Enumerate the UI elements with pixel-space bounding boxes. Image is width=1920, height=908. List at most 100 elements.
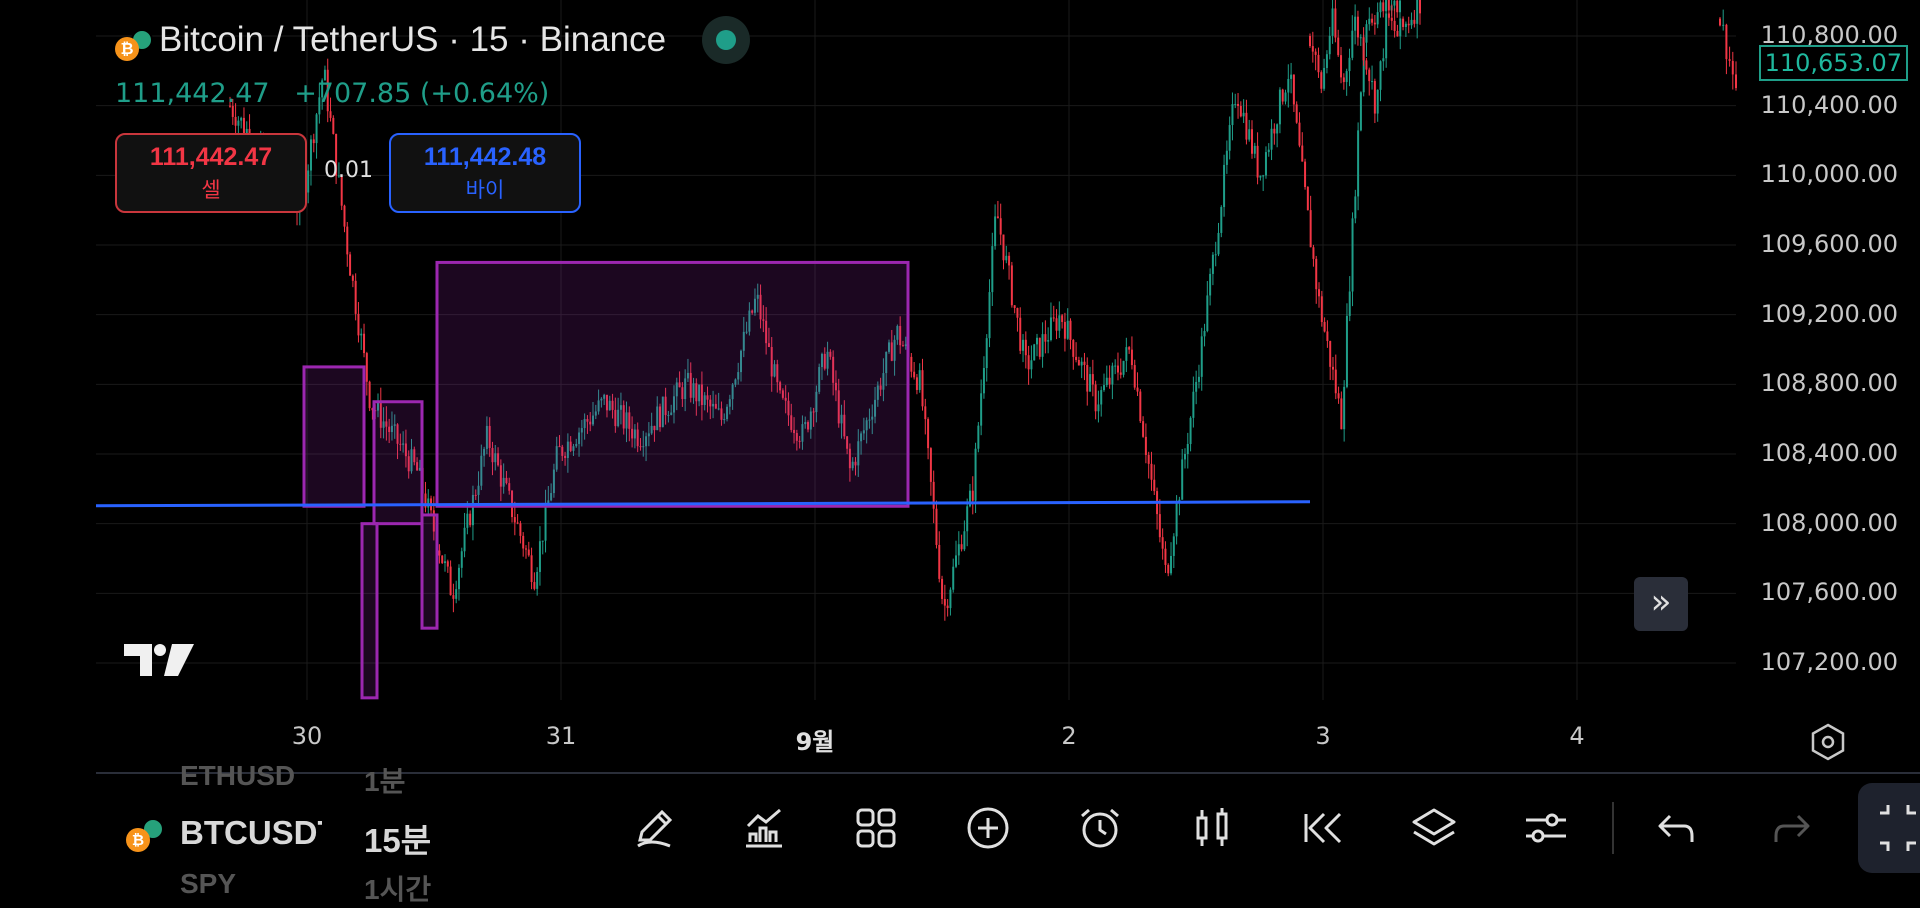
candle-body — [460, 551, 463, 568]
candle-body — [893, 339, 896, 361]
candle-body — [379, 401, 382, 428]
layout-button[interactable] — [848, 800, 904, 856]
candle-body — [399, 443, 402, 445]
candle-body — [240, 117, 243, 121]
candle-body — [309, 139, 312, 171]
candle-body — [1200, 336, 1203, 377]
candle-body — [834, 382, 837, 391]
candle-body — [960, 544, 963, 550]
sell-button[interactable]: 111,442.47 셀 — [115, 133, 307, 213]
candle-body — [1309, 210, 1312, 248]
candle-body — [918, 370, 921, 390]
add-button[interactable] — [960, 800, 1016, 856]
candle-body — [1407, 23, 1410, 26]
sell-price: 111,442.47 — [149, 143, 273, 171]
redo-button[interactable] — [1764, 800, 1820, 856]
candle-body — [723, 419, 726, 421]
candle-body — [1393, 0, 1396, 6]
candle-body — [935, 508, 938, 545]
candle-body — [471, 494, 474, 526]
layers-button[interactable] — [1406, 800, 1462, 856]
price-axis-label: 110,400.00 — [1760, 90, 1898, 119]
candle-body — [714, 403, 717, 409]
candle-body — [857, 441, 860, 466]
alert-button[interactable] — [1072, 800, 1128, 856]
scroll-to-latest-button[interactable]: » — [1634, 577, 1688, 631]
candle-body — [1231, 104, 1234, 126]
candle-body — [678, 382, 681, 388]
candle-body — [631, 428, 634, 439]
chart-settings-icon[interactable] — [1808, 722, 1848, 762]
watchlist-next-interval[interactable]: 1시간 — [364, 874, 432, 905]
candle-body — [1100, 390, 1103, 405]
candle-body — [1373, 22, 1376, 25]
market-status-icon[interactable] — [702, 16, 751, 64]
indicators-button[interactable] — [736, 800, 792, 856]
candle-body — [1052, 317, 1055, 319]
drawing-tool-button[interactable] — [626, 800, 682, 856]
candle-body — [485, 425, 488, 449]
buy-button[interactable]: 111,442.48 바이 — [389, 133, 581, 213]
candle-body — [798, 440, 801, 442]
last-price: 111,442.47 — [115, 78, 270, 109]
candle-body — [745, 331, 748, 333]
candle-body — [1306, 186, 1309, 211]
candle-body — [887, 342, 890, 352]
symbol-logo-icon: ₿ — [115, 25, 153, 61]
candle-body — [466, 513, 469, 528]
candle-body — [1348, 57, 1351, 72]
bottom-symbol[interactable]: BTCUSDT — [180, 814, 322, 851]
candle-body — [340, 175, 343, 206]
chart-header[interactable]: ₿ Bitcoin / TetherUS · 15 · Binance — [115, 16, 751, 64]
candle-body — [974, 448, 977, 501]
candle-body — [1119, 372, 1122, 375]
watchlist-next-symbol[interactable]: SPY — [180, 868, 237, 899]
candle-body — [1234, 103, 1237, 105]
bottom-symbol-logo-icon: ₿ — [126, 816, 164, 852]
candle-body — [1035, 337, 1038, 345]
watchlist-prev-interval[interactable]: 1분 — [364, 766, 406, 797]
buy-label: 바이 — [465, 179, 505, 202]
candle-body — [1075, 356, 1078, 360]
horizontal-line-drawing — [95, 500, 1311, 508]
candle-body — [686, 372, 689, 379]
candle-body — [1027, 355, 1030, 370]
candle-body — [977, 425, 980, 449]
rectangle-drawing — [302, 365, 366, 508]
candle-body — [1206, 295, 1209, 331]
symbol-title[interactable]: Bitcoin / TetherUS · 15 · Binance — [159, 20, 667, 59]
replay-button[interactable] — [1294, 800, 1350, 856]
candle-body — [410, 449, 413, 472]
candle-body — [865, 420, 868, 431]
candle-body — [670, 412, 673, 415]
candle-body — [1365, 60, 1368, 70]
candle-body — [1186, 444, 1189, 455]
bottom-toolbar: ETHUSD 1분 SPY 1시간 — [0, 760, 1920, 905]
candle-body — [388, 426, 391, 433]
candle-body — [1399, 0, 1401, 13]
candle-body — [1220, 207, 1223, 233]
candle-body — [675, 382, 678, 397]
undo-button[interactable] — [1648, 800, 1704, 856]
candle-body — [1368, 18, 1371, 25]
chart-area[interactable]: ₿ Bitcoin / TetherUS · 15 · Binance 111,… — [0, 0, 1920, 770]
candle-body — [508, 483, 511, 491]
candle-body — [765, 320, 768, 344]
price-chart[interactable] — [0, 0, 1920, 770]
watchlist-prev-symbol[interactable]: ETHUSD — [180, 760, 296, 791]
candle-body — [1379, 2, 1382, 13]
bottom-interval[interactable]: 15분 — [364, 822, 432, 859]
candle-body — [578, 432, 581, 444]
candle-body — [734, 379, 737, 385]
candle-body — [566, 441, 569, 458]
fullscreen-button[interactable] — [1858, 783, 1920, 873]
candle-body — [1351, 218, 1354, 292]
settings-button[interactable] — [1518, 800, 1574, 856]
candle-body — [597, 400, 600, 412]
candle-body — [404, 443, 407, 457]
candle-body — [237, 120, 240, 126]
candle-body — [1097, 404, 1100, 412]
candle-body — [569, 441, 572, 451]
chart-type-button[interactable] — [1184, 800, 1240, 856]
candle-body — [1192, 391, 1195, 418]
